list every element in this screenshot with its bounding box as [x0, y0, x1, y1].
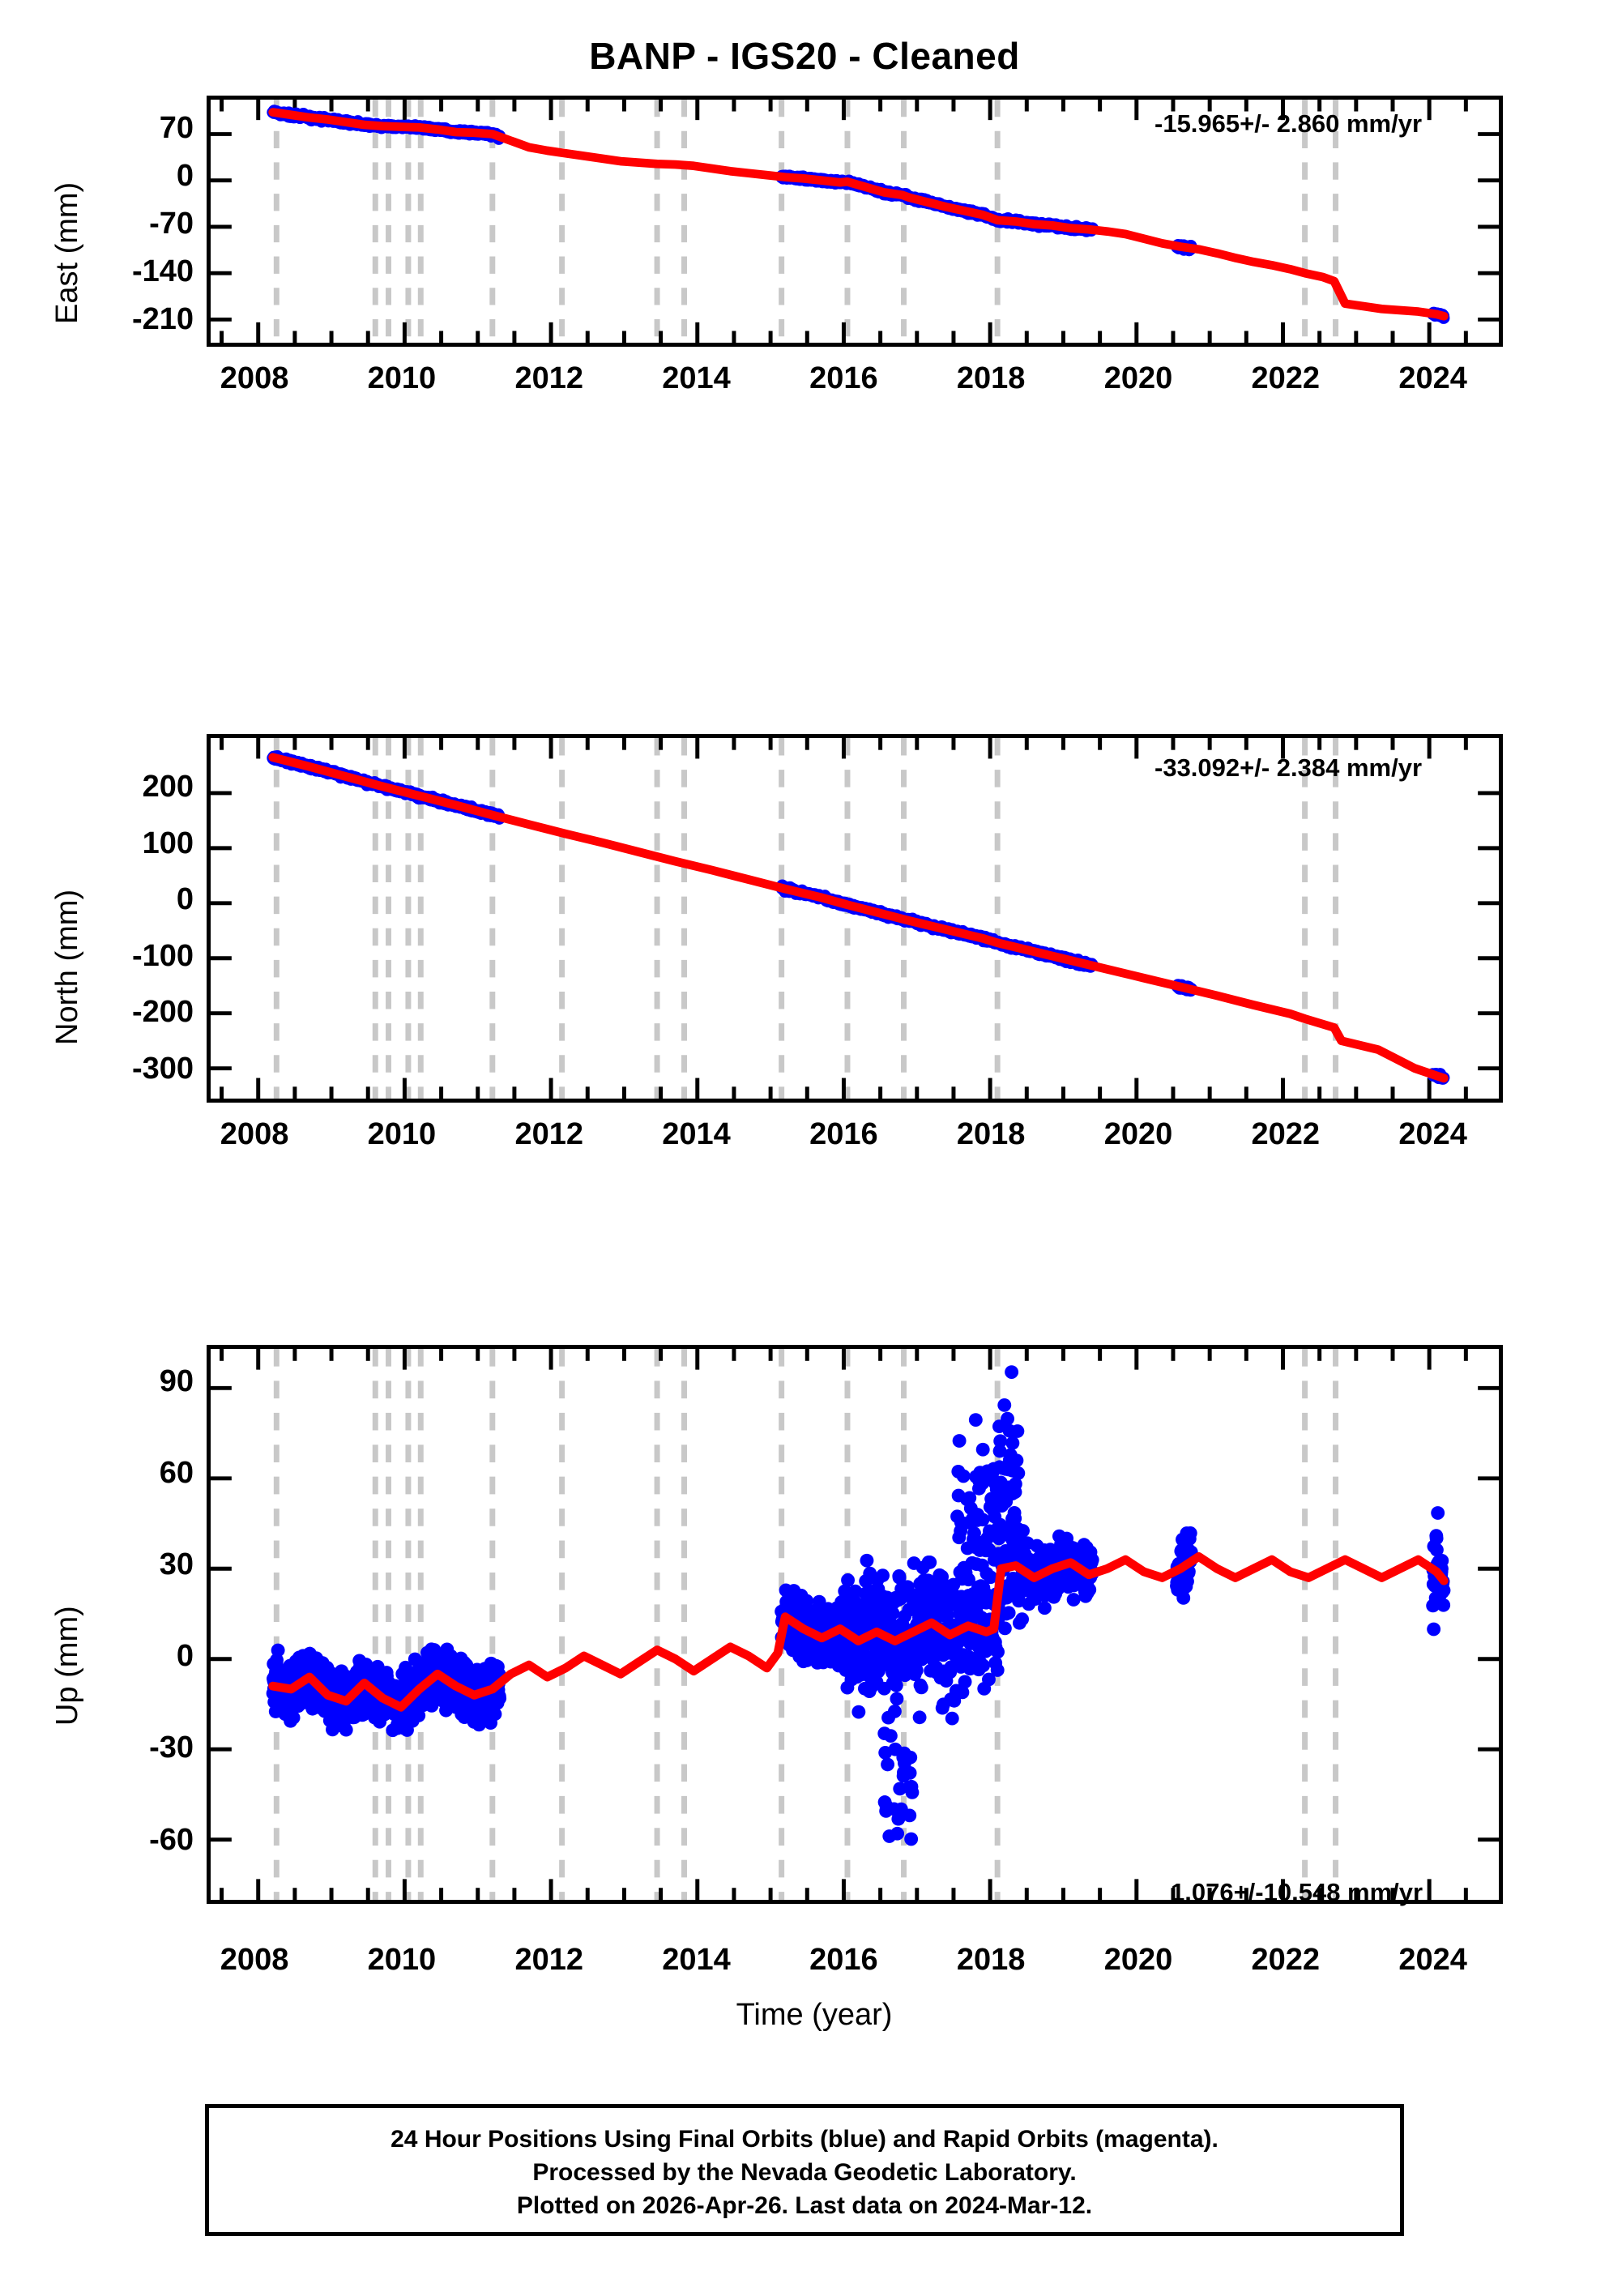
xtick-label-up-6: 2020 [1103, 1943, 1173, 1977]
ytick-label-east-4: -210 [131, 302, 194, 337]
footer-line-processor: Processed by the Nevada Geodetic Laborat… [532, 2159, 1077, 2186]
rate-annotation-north: -33.092+/- 2.384 mm/yr [1154, 753, 1423, 782]
panel-east [207, 96, 1503, 347]
ytick-label-up-1: 60 [159, 1456, 194, 1491]
footer-line-dates: Plotted on 2026-Apr-26. Last data on 202… [516, 2192, 1093, 2219]
ytick-label-up-5: -60 [149, 1822, 194, 1857]
ytick-label-up-3: 0 [176, 1639, 194, 1674]
ytick-label-north-5: -300 [131, 1051, 194, 1086]
xtick-label-up-2: 2012 [514, 1943, 583, 1977]
xtick-label-up-1: 2010 [367, 1943, 437, 1977]
xtick-label-north-5: 2018 [956, 1117, 1026, 1151]
panel-up [207, 1345, 1503, 1904]
xtick-label-up-3: 2014 [662, 1943, 731, 1977]
ytick-label-north-4: -200 [131, 995, 194, 1030]
ytick-label-east-2: -70 [149, 207, 194, 241]
ytick-label-east-0: 70 [159, 110, 194, 145]
footer-caption-box: 24 Hour Positions Using Final Orbits (bl… [205, 2104, 1404, 2236]
xtick-label-east-1: 2010 [367, 361, 437, 395]
rate-annotation-up: 1.076+/-10.548 mm/yr [1171, 1878, 1423, 1906]
xtick-label-north-8: 2024 [1398, 1117, 1467, 1151]
ytick-label-north-0: 200 [142, 770, 194, 804]
xtick-label-up-0: 2008 [220, 1943, 289, 1977]
xtick-label-north-0: 2008 [220, 1117, 289, 1151]
xtick-label-north-3: 2014 [662, 1117, 731, 1151]
plot-canvas-north [211, 738, 1499, 1099]
xtick-label-up-8: 2024 [1398, 1943, 1467, 1977]
ytick-label-up-2: 30 [159, 1547, 194, 1582]
xtick-label-up-5: 2018 [956, 1943, 1026, 1977]
xtick-label-east-8: 2024 [1398, 361, 1467, 395]
xtick-label-east-5: 2018 [956, 361, 1026, 395]
plot-area-north[interactable] [207, 734, 1503, 1103]
plot-canvas-east [211, 100, 1499, 343]
ytick-label-up-0: 90 [159, 1364, 194, 1399]
xtick-label-east-7: 2022 [1251, 361, 1321, 395]
xtick-label-north-4: 2016 [809, 1117, 878, 1151]
ytick-label-north-2: 0 [176, 882, 194, 917]
xtick-label-north-6: 2020 [1103, 1117, 1173, 1151]
ytick-label-up-4: -30 [149, 1731, 194, 1765]
axis-label-time: Time (year) [736, 1998, 893, 2032]
plot-canvas-up [211, 1349, 1499, 1900]
xtick-label-east-0: 2008 [220, 361, 289, 395]
xtick-label-east-2: 2012 [514, 361, 583, 395]
xtick-label-east-4: 2016 [809, 361, 878, 395]
ytick-label-east-3: -140 [131, 254, 194, 289]
xtick-label-north-2: 2012 [514, 1117, 583, 1151]
panel-north [207, 734, 1503, 1103]
xtick-label-north-7: 2022 [1251, 1117, 1321, 1151]
footer-line-orbits: 24 Hour Positions Using Final Orbits (bl… [391, 2126, 1218, 2153]
plot-area-up[interactable] [207, 1345, 1503, 1904]
rate-annotation-east: -15.965+/- 2.860 mm/yr [1154, 109, 1423, 138]
ytick-label-east-1: 0 [176, 159, 194, 194]
xtick-label-east-3: 2014 [662, 361, 731, 395]
xtick-label-east-6: 2020 [1103, 361, 1173, 395]
xtick-label-up-7: 2022 [1251, 1943, 1321, 1977]
xtick-label-north-1: 2010 [367, 1117, 437, 1151]
plot-area-east[interactable] [207, 96, 1503, 347]
ytick-label-north-1: 100 [142, 826, 194, 860]
xtick-label-up-4: 2016 [809, 1943, 878, 1977]
page-title: BANP - IGS20 - Cleaned [589, 35, 1020, 77]
ytick-label-north-3: -100 [131, 938, 194, 973]
